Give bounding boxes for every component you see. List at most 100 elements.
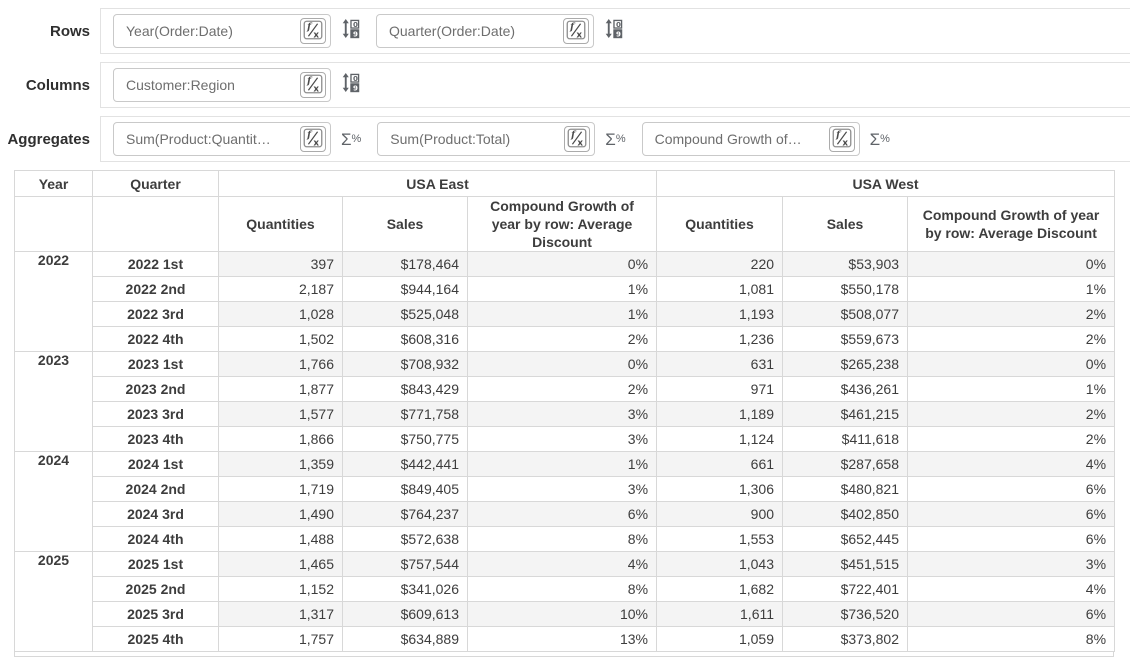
row-field-year-order-date[interactable]: Year(Order:Date) f x	[113, 14, 331, 48]
data-cell: 1,124	[656, 426, 784, 452]
data-cell: $750,775	[342, 426, 468, 452]
data-cell: $436,261	[782, 376, 909, 402]
sigma-percent-icon[interactable]: Σ%	[341, 129, 362, 149]
table-row: 2023 3rd 1,577 $771,758 3% 1,189 $461,215 2%	[15, 401, 1116, 427]
data-cell: 1%	[907, 276, 1116, 302]
data-cell: 0%	[466, 251, 658, 277]
table-row: 2022 2nd 2,187 $944,164 1% 1,081 $550,178 1%	[15, 276, 1116, 302]
data-cell: 1,317	[218, 601, 343, 627]
numeric-sort-icon[interactable]: 0 9	[341, 18, 360, 44]
data-cell: 1,193	[656, 301, 784, 327]
data-cell: 4%	[907, 576, 1116, 602]
aggregates-label: Aggregates	[7, 130, 90, 148]
svg-text:f: f	[569, 21, 576, 32]
quarter-cell: 2023 2nd	[92, 376, 219, 402]
data-cell: $53,903	[782, 251, 909, 277]
data-cell: $843,429	[342, 376, 468, 402]
data-cell: 4%	[466, 551, 658, 577]
data-cell: 1,719	[218, 476, 343, 502]
data-cell: 1,059	[656, 626, 784, 652]
row-field-quarter-order-date[interactable]: Quarter(Order:Date) f x	[376, 14, 594, 48]
region-header-usa-east: USA East	[217, 170, 658, 197]
quarter-cell: 2024 2nd	[92, 476, 219, 502]
numeric-sort-icon[interactable]: 0 9	[604, 18, 623, 44]
svg-text:f: f	[306, 21, 313, 32]
data-cell: 2%	[466, 326, 658, 352]
data-cell: $849,405	[342, 476, 468, 502]
quarter-column-header: Quarter	[92, 170, 219, 197]
data-cell: $609,613	[342, 601, 468, 627]
formula-icon[interactable]: f x	[564, 126, 591, 152]
east-compound-growth-header: Compound Growth of year by row: Average …	[466, 196, 658, 252]
aggregates-drop-zone[interactable]: Sum(Product:Quantit… f x Σ% Sum(Product:…	[100, 116, 1130, 162]
data-cell: $634,889	[342, 626, 468, 652]
data-cell: 1,553	[656, 526, 784, 552]
table-row: 2022 3rd 1,028 $525,048 1% 1,193 $508,077 2%	[15, 301, 1116, 327]
data-cell: $402,850	[782, 501, 909, 527]
quarter-cell: 2025 3rd	[92, 601, 219, 627]
empty-header-cell	[14, 196, 93, 252]
quarter-cell: 2024 3rd	[92, 501, 219, 527]
svg-text:9: 9	[353, 29, 358, 38]
rows-drop-zone[interactable]: Year(Order:Date) f x 0 9 Quarter(Order:D…	[100, 8, 1130, 54]
data-cell: 1%	[466, 301, 658, 327]
field-value: Year(Order:Date)	[126, 23, 233, 39]
data-cell: 1,359	[218, 451, 343, 477]
svg-text:x: x	[578, 138, 584, 148]
data-cell: $608,316	[342, 326, 468, 352]
quarter-cell: 2024 1st	[92, 451, 219, 477]
data-cell: 900	[656, 501, 784, 527]
pivot-builder-controls: Rows Year(Order:Date) f x 0 9 Quarter(Or…	[0, 0, 1130, 162]
data-cell: 1%	[466, 276, 658, 302]
pivot-table-body: 2022 2022 1st 397 $178,464 0% 220 $53,903 0% 202…	[14, 251, 1116, 652]
aggregate-field-sum-total[interactable]: Sum(Product:Total) f x	[377, 122, 596, 156]
data-cell: $559,673	[782, 326, 909, 352]
year-cell: 2023	[14, 351, 93, 452]
data-cell: 10%	[466, 601, 658, 627]
columns-drop-zone[interactable]: Customer:Region f x 0 9	[100, 62, 1130, 108]
data-cell: 1,766	[218, 351, 343, 377]
data-cell: 6%	[907, 526, 1116, 552]
data-cell: 971	[656, 376, 784, 402]
quarter-cell: 2022 2nd	[92, 276, 219, 302]
formula-icon[interactable]: f x	[300, 18, 326, 44]
data-cell: 1,465	[218, 551, 343, 577]
data-cell: 1,236	[656, 326, 784, 352]
data-cell: 1,152	[218, 576, 343, 602]
data-cell: 1,488	[218, 526, 343, 552]
data-cell: 6%	[907, 476, 1116, 502]
year-cell: 2024	[14, 451, 93, 552]
data-cell: $451,515	[782, 551, 909, 577]
data-cell: 8%	[907, 626, 1116, 652]
year-cell: 2022	[14, 251, 93, 352]
sigma-percent-icon[interactable]: Σ%	[869, 129, 890, 149]
data-cell: 13%	[466, 626, 658, 652]
svg-text:0: 0	[616, 20, 621, 29]
rows-label: Rows	[49, 22, 90, 40]
aggregate-field-compound-growth[interactable]: Compound Growth of… f x	[641, 122, 860, 156]
columns-band: Columns Customer:Region f x 0 9	[0, 62, 1130, 108]
data-cell: 1,611	[656, 601, 784, 627]
formula-icon[interactable]: f x	[300, 126, 326, 152]
formula-icon[interactable]: f x	[563, 18, 589, 44]
column-field-customer-region[interactable]: Customer:Region f x	[113, 68, 331, 102]
numeric-sort-icon[interactable]: 0 9	[341, 72, 360, 98]
data-cell: $764,237	[342, 501, 468, 527]
quarter-cell: 2022 1st	[92, 251, 219, 277]
sigma-percent-icon[interactable]: Σ%	[605, 129, 626, 149]
data-cell: 8%	[466, 576, 658, 602]
data-cell: 2,187	[218, 276, 343, 302]
data-cell: 2%	[907, 401, 1116, 427]
formula-icon[interactable]: f x	[300, 72, 326, 98]
west-sales-header: Sales	[782, 196, 909, 252]
formula-icon[interactable]: f x	[828, 126, 855, 152]
aggregate-field-sum-quantities[interactable]: Sum(Product:Quantit… f x	[113, 122, 331, 156]
data-cell: $771,758	[342, 401, 468, 427]
data-cell: $944,164	[342, 276, 468, 302]
table-row: 2023 2nd 1,877 $843,429 2% 971 $436,261 1%	[15, 376, 1116, 402]
table-row: 2022 2022 1st 397 $178,464 0% 220 $53,903 0%	[14, 251, 1116, 352]
data-cell: 1,866	[218, 426, 343, 452]
data-cell: 2%	[907, 301, 1116, 327]
quarter-cell: 2023 3rd	[92, 401, 219, 427]
table-row: 2024 2024 1st 1,359 $442,441 1% 661 $287,658 4%	[14, 451, 1116, 552]
